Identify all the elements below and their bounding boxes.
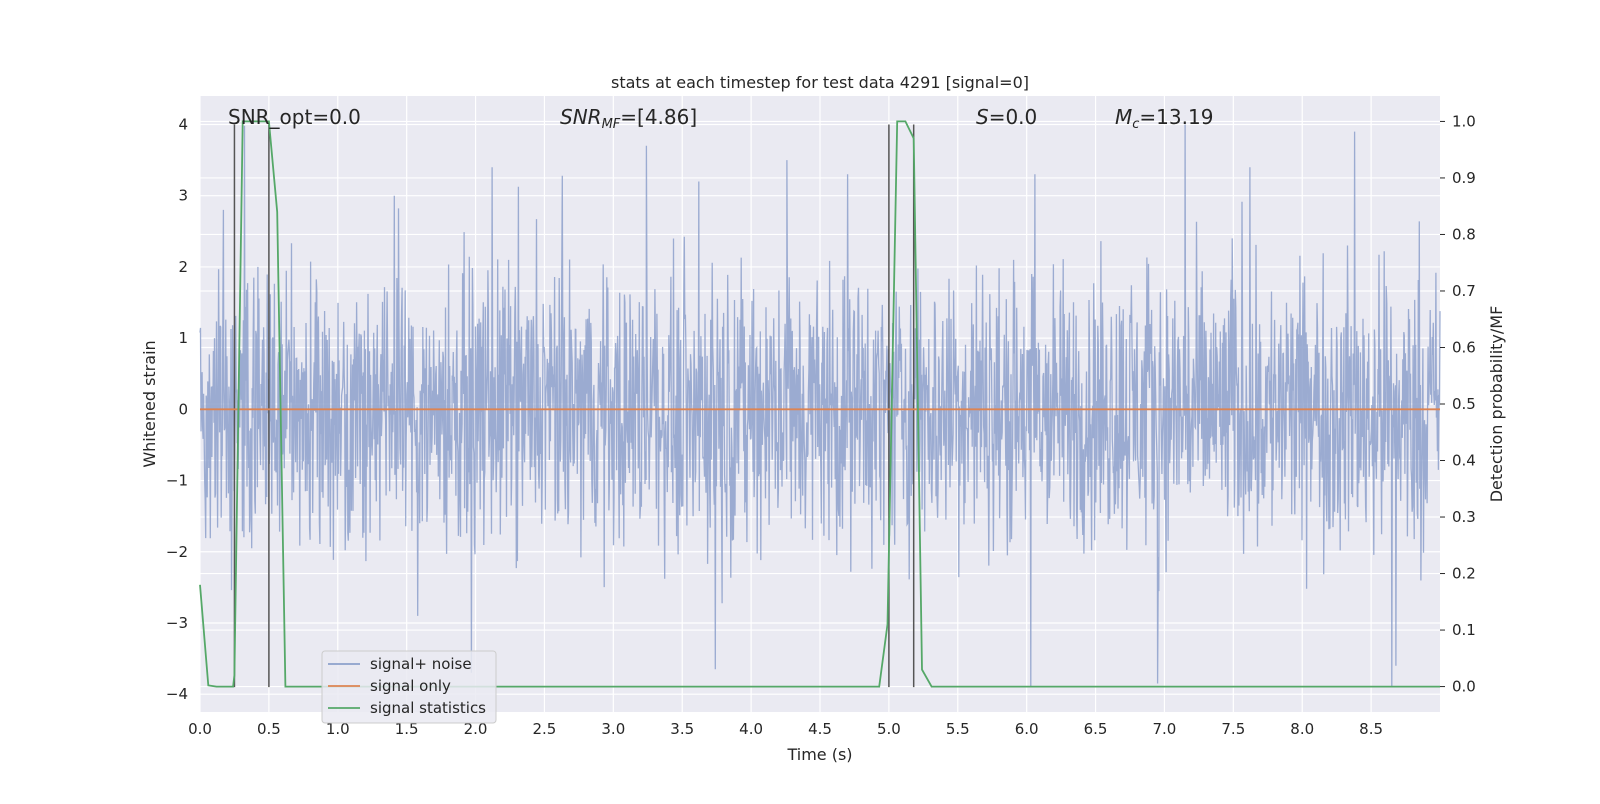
x-tick-label: 5.5 [946, 720, 970, 738]
annotation-snr-opt: SNR_opt=0.0 [228, 105, 361, 129]
x-tick-label: 7.5 [1221, 720, 1245, 738]
y-axis-label-left: Whitened strain [140, 340, 159, 467]
y-tick-label-right: 0.0 [1452, 678, 1476, 696]
x-tick-label: 3.5 [670, 720, 694, 738]
legend-box [321, 650, 497, 724]
annotation-snr-mf: SNRMF=[4.86] [560, 105, 697, 132]
x-tick-label: 4.5 [808, 720, 832, 738]
y-tick-label-left: 4 [178, 115, 188, 133]
legend-label-signal-only: signal only [370, 677, 451, 695]
y-tick-label-right: 0.3 [1452, 508, 1476, 526]
x-tick-label: 4.0 [739, 720, 763, 738]
x-tick-label: 2.5 [533, 720, 557, 738]
x-axis-label: Time (s) [786, 745, 852, 764]
y-axis-label-right: Detection probability/MF [1487, 306, 1506, 503]
y-tick-label-left: 2 [178, 258, 188, 276]
x-tick-label: 1.0 [326, 720, 350, 738]
y-tick-label-right: 0.9 [1452, 169, 1476, 187]
x-tick-label: 7.0 [1153, 720, 1177, 738]
x-tick-label: 6.0 [1015, 720, 1039, 738]
x-tick-label: 3.0 [601, 720, 625, 738]
x-tick-label: 0.0 [188, 720, 212, 738]
y-tick-label-left: −3 [166, 614, 188, 632]
y-tick-label-right: 0.7 [1452, 282, 1476, 300]
annotation-s: S=0.0 [976, 105, 1037, 129]
y-tick-label-right: 0.5 [1452, 395, 1476, 413]
y-tick-label-left: −1 [166, 472, 188, 490]
tick-labels: 0.0 0.5 1.0 1.5 2.0 2.5 3.0 3.5 4.0 4.5 5.0 5.5 6.0 6… [166, 112, 1476, 738]
y-tick-label-left: −4 [166, 685, 188, 703]
line-series [199, 120, 1440, 688]
annotation-mc: Mc=13.19 [1115, 105, 1213, 132]
y-tick-label-left: 3 [178, 187, 188, 205]
x-tick-label: 2.0 [464, 720, 488, 738]
y-tick-label-left: 0 [178, 400, 188, 418]
chart-title: stats at each timestep for test data 429… [611, 73, 1029, 92]
y-tick-label-right: 0.4 [1452, 452, 1476, 470]
y-tick-label-left: 1 [178, 329, 188, 347]
x-tick-label: 8.0 [1290, 720, 1314, 738]
legend-label-signal-statistics: signal statistics [370, 699, 486, 717]
y-tick-label-left: −2 [166, 543, 188, 561]
x-tick-label: 5.0 [877, 720, 901, 738]
x-tick-label: 0.5 [257, 720, 281, 738]
y-tick-label-right: 0.6 [1452, 338, 1476, 356]
y-tick-label-right: 0.8 [1452, 225, 1476, 243]
legend-label-signal-noise: signal+ noise [370, 655, 472, 673]
y-tick-label-right: 1.0 [1452, 112, 1476, 130]
signal-statistics-line [199, 120, 1440, 688]
x-tick-label: 8.5 [1359, 720, 1383, 738]
legend: signal+ noise signal only signal statist… [321, 650, 497, 724]
x-tick-label: 6.5 [1084, 720, 1108, 738]
y-tick-label-right: 0.2 [1452, 565, 1476, 583]
y-tick-label-right: 0.1 [1452, 621, 1476, 639]
x-tick-label: 1.5 [395, 720, 419, 738]
